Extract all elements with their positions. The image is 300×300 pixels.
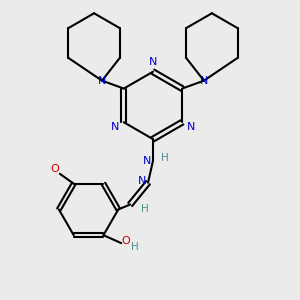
Text: N: N — [98, 76, 106, 85]
Text: N: N — [138, 176, 146, 186]
Text: O: O — [50, 164, 59, 174]
Text: O: O — [122, 236, 130, 246]
Text: H: H — [141, 204, 149, 214]
Text: H: H — [161, 153, 169, 163]
Text: N: N — [187, 122, 195, 132]
Text: N: N — [143, 156, 151, 166]
Text: N: N — [200, 76, 208, 85]
Text: N: N — [111, 122, 119, 132]
Text: N: N — [149, 57, 157, 67]
Text: H: H — [131, 242, 139, 252]
